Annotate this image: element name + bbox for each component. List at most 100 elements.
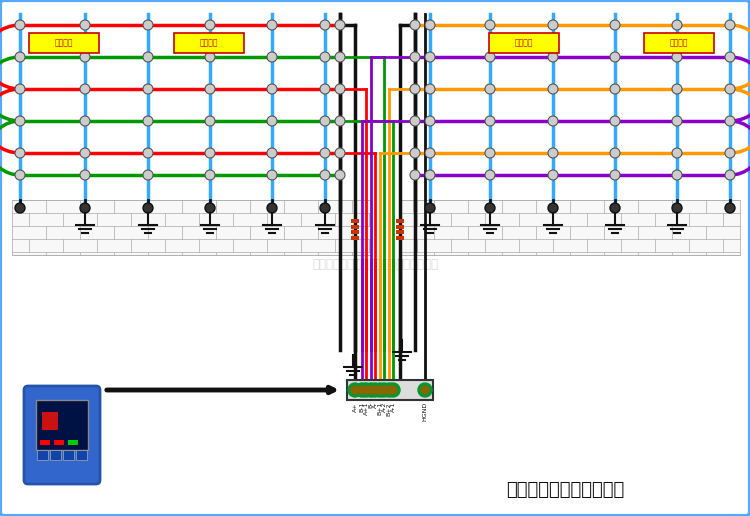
Circle shape xyxy=(80,203,90,213)
Text: B-1: B-1 xyxy=(359,402,364,412)
Circle shape xyxy=(358,386,366,394)
Bar xyxy=(396,219,404,223)
Circle shape xyxy=(80,52,90,62)
Circle shape xyxy=(373,383,387,397)
Circle shape xyxy=(355,383,369,397)
FancyBboxPatch shape xyxy=(489,33,559,53)
Circle shape xyxy=(672,116,682,126)
Circle shape xyxy=(380,386,388,394)
Circle shape xyxy=(205,52,215,62)
Circle shape xyxy=(80,20,90,30)
Circle shape xyxy=(425,52,435,62)
Text: A+1: A+1 xyxy=(364,402,368,415)
Circle shape xyxy=(15,84,25,94)
Circle shape xyxy=(335,116,345,126)
Circle shape xyxy=(205,203,215,213)
Circle shape xyxy=(267,84,277,94)
Circle shape xyxy=(348,383,362,397)
Text: 高压危险: 高压危险 xyxy=(514,39,533,47)
Circle shape xyxy=(548,170,558,180)
Circle shape xyxy=(610,148,620,158)
Circle shape xyxy=(610,116,620,126)
Circle shape xyxy=(725,148,735,158)
Bar xyxy=(400,200,740,255)
Bar xyxy=(76,450,87,460)
Circle shape xyxy=(15,203,25,213)
Circle shape xyxy=(368,383,382,397)
Text: HGND: HGND xyxy=(422,402,427,421)
Bar xyxy=(351,235,359,240)
Circle shape xyxy=(143,116,153,126)
Circle shape xyxy=(367,386,375,394)
Circle shape xyxy=(80,84,90,94)
Circle shape xyxy=(485,170,495,180)
Circle shape xyxy=(351,386,359,394)
Circle shape xyxy=(425,116,435,126)
Circle shape xyxy=(80,170,90,180)
Circle shape xyxy=(425,203,435,213)
Circle shape xyxy=(725,20,735,30)
Circle shape xyxy=(418,383,432,397)
Circle shape xyxy=(15,20,25,30)
Text: B+1: B+1 xyxy=(377,402,382,415)
Circle shape xyxy=(267,148,277,158)
Circle shape xyxy=(205,116,215,126)
Circle shape xyxy=(320,84,330,94)
Text: 高压危险: 高压危险 xyxy=(200,39,218,47)
Bar xyxy=(396,224,404,229)
Circle shape xyxy=(143,20,153,30)
Text: 高压危险: 高压危险 xyxy=(55,39,74,47)
Circle shape xyxy=(425,148,435,158)
Circle shape xyxy=(335,52,345,62)
Bar xyxy=(351,224,359,229)
Circle shape xyxy=(335,170,345,180)
Circle shape xyxy=(267,20,277,30)
Circle shape xyxy=(15,116,25,126)
Circle shape xyxy=(548,20,558,30)
Circle shape xyxy=(548,52,558,62)
Circle shape xyxy=(672,84,682,94)
Circle shape xyxy=(15,170,25,180)
Circle shape xyxy=(485,116,495,126)
Text: 双防区六线制主机接线图: 双防区六线制主机接线图 xyxy=(506,481,624,499)
Bar xyxy=(351,230,359,234)
Circle shape xyxy=(548,203,558,213)
Circle shape xyxy=(725,116,735,126)
Circle shape xyxy=(205,20,215,30)
Circle shape xyxy=(410,20,420,30)
FancyBboxPatch shape xyxy=(24,386,100,484)
Circle shape xyxy=(725,52,735,62)
Circle shape xyxy=(80,116,90,126)
Circle shape xyxy=(410,148,420,158)
Circle shape xyxy=(359,383,373,397)
Circle shape xyxy=(425,84,435,94)
Bar xyxy=(37,450,48,460)
Circle shape xyxy=(725,203,735,213)
Circle shape xyxy=(672,148,682,158)
Circle shape xyxy=(80,148,90,158)
Circle shape xyxy=(385,386,393,394)
Text: A-1: A-1 xyxy=(391,402,395,412)
Bar xyxy=(396,235,404,240)
Circle shape xyxy=(335,148,345,158)
Circle shape xyxy=(610,84,620,94)
Bar xyxy=(36,400,88,450)
Bar xyxy=(396,230,404,234)
FancyBboxPatch shape xyxy=(644,33,714,53)
Circle shape xyxy=(320,148,330,158)
Circle shape xyxy=(382,383,396,397)
Circle shape xyxy=(485,52,495,62)
Circle shape xyxy=(205,148,215,158)
Circle shape xyxy=(205,170,215,180)
Text: B-: B- xyxy=(368,402,374,409)
Circle shape xyxy=(672,170,682,180)
Circle shape xyxy=(362,386,370,394)
Circle shape xyxy=(548,116,558,126)
Circle shape xyxy=(725,170,735,180)
Circle shape xyxy=(267,52,277,62)
Circle shape xyxy=(485,203,495,213)
Bar xyxy=(347,380,433,400)
Circle shape xyxy=(410,170,420,180)
Text: A-2: A-2 xyxy=(382,402,386,412)
Circle shape xyxy=(425,20,435,30)
